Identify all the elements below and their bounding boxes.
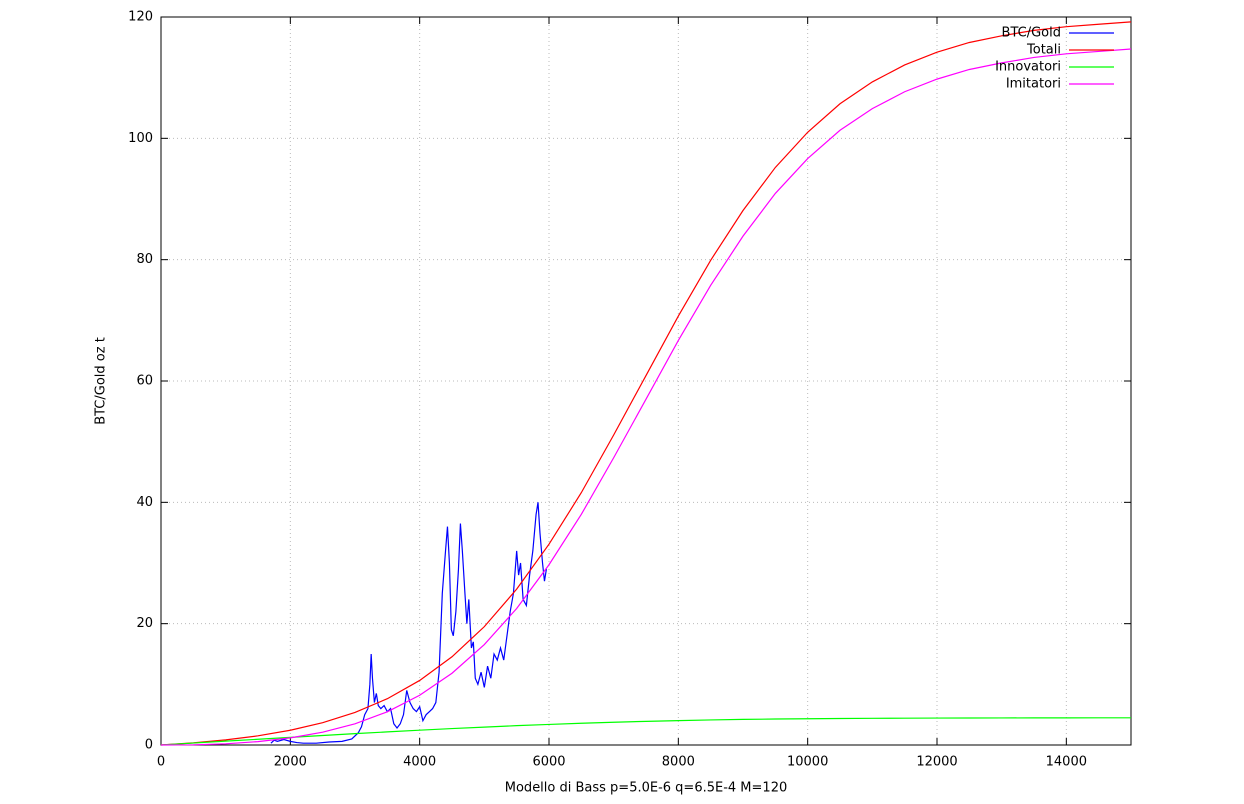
- legend-label: BTC/Gold: [1002, 26, 1061, 41]
- plot-frame: [160, 16, 1132, 746]
- legend-label: Totali: [1026, 43, 1061, 58]
- y-tick-label: 100: [128, 131, 153, 146]
- x-tick-label: 8000: [662, 755, 695, 770]
- legend-label: Imitatori: [1006, 77, 1061, 92]
- series-line: [270, 502, 548, 744]
- x-tick-label: 14000: [1046, 755, 1087, 770]
- x-tick-label: 12000: [916, 755, 957, 770]
- x-tick-label: 4000: [403, 755, 436, 770]
- x-tick-label: 6000: [532, 755, 565, 770]
- y-tick-label: 20: [136, 616, 153, 631]
- x-tick-label: 2000: [274, 755, 307, 770]
- x-tick-label: 10000: [787, 755, 828, 770]
- y-tick-label: 0: [145, 738, 153, 753]
- y-axis-label: BTC/Gold oz t: [94, 337, 109, 425]
- y-tick-label: 60: [136, 374, 153, 389]
- series-line: [160, 717, 1131, 746]
- y-tick-label: 40: [136, 495, 153, 510]
- series-line: [160, 48, 1132, 746]
- series-line: [160, 21, 1132, 746]
- y-tick-label: 80: [136, 252, 153, 267]
- y-tick-label: 120: [128, 10, 153, 25]
- x-tick-label: 0: [157, 755, 165, 770]
- legend-label: Innovatori: [995, 60, 1061, 75]
- x-axis-label: Modello di Bass p=5.0E-6 q=6.5E-4 M=120: [505, 781, 787, 796]
